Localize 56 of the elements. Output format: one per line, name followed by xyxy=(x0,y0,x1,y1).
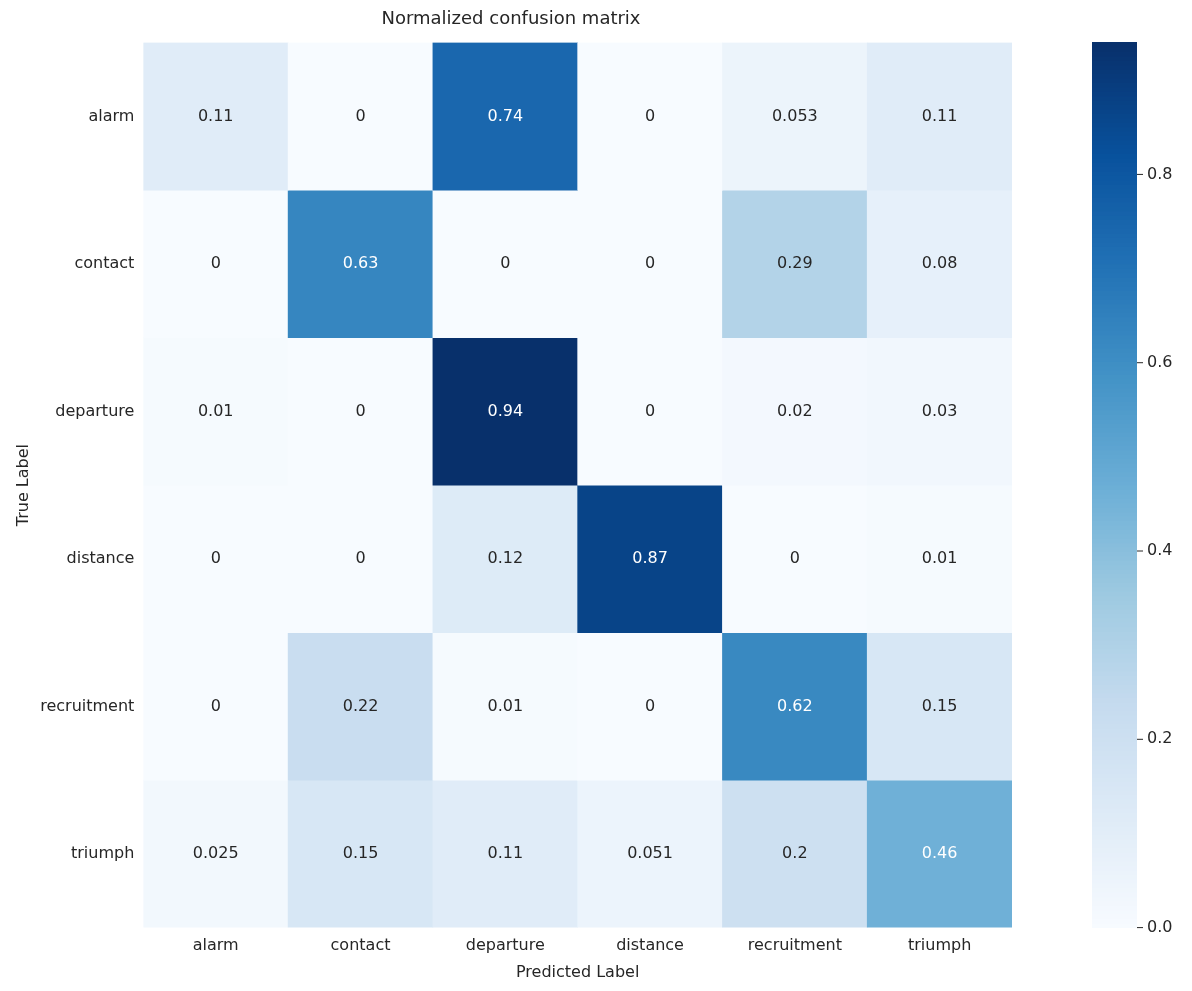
y-tick-label: contact xyxy=(74,253,135,273)
data-label: 0 xyxy=(355,548,366,568)
y-tick-label: recruitment xyxy=(40,695,135,715)
data-label: 0 xyxy=(210,548,221,568)
data-label: 0.94 xyxy=(487,400,524,420)
data-label: 0.025 xyxy=(192,843,239,863)
data-label: 0 xyxy=(210,253,221,273)
data-label: 0.74 xyxy=(487,105,524,125)
y-tick-label: distance xyxy=(66,548,135,568)
data-label: 0 xyxy=(789,548,800,568)
y-tick-label: triumph xyxy=(71,843,135,863)
data-label: 0.2 xyxy=(782,843,808,863)
data-label: 0.02 xyxy=(777,400,813,420)
data-label: 0.15 xyxy=(921,695,958,715)
data-label: 0.01 xyxy=(487,695,524,715)
data-label: 0.63 xyxy=(342,253,379,273)
data-label: 0.01 xyxy=(197,400,234,420)
x-axis-title: Predicted Label xyxy=(515,961,640,981)
x-tick-label: triumph xyxy=(907,935,972,955)
data-label: 0 xyxy=(644,253,656,273)
data-label: 0.08 xyxy=(921,253,958,273)
data-label: 0 xyxy=(355,105,366,125)
color-bar-label: 0.0 xyxy=(1147,916,1173,936)
data-label: 0.87 xyxy=(632,548,668,568)
data-label: 0 xyxy=(355,400,366,420)
data-label: 0.03 xyxy=(921,400,958,420)
x-tick-label: contact xyxy=(330,935,391,955)
data-label: 0.22 xyxy=(342,695,379,715)
data-label: 0 xyxy=(644,105,656,125)
color-bar-label: 0.4 xyxy=(1147,540,1173,560)
chart-title: Normalized confusion matrix xyxy=(381,7,641,29)
data-label: 0.053 xyxy=(771,105,818,125)
data-label: 0.46 xyxy=(921,843,958,863)
data-label: 0.051 xyxy=(627,843,673,863)
y-axis-title: True Label xyxy=(12,443,32,528)
data-label: 0.12 xyxy=(487,548,524,568)
data-label: 0 xyxy=(500,253,511,273)
data-label: 0 xyxy=(644,400,656,420)
x-tick-label: departure xyxy=(465,935,545,955)
x-tick-label: recruitment xyxy=(747,935,842,955)
color-bar-label: 0.6 xyxy=(1147,351,1173,371)
x-tick-label: alarm xyxy=(192,935,239,955)
data-label: 0.29 xyxy=(777,253,813,273)
data-label: 0 xyxy=(210,695,221,715)
data-label: 0 xyxy=(644,695,656,715)
y-tick-label: departure xyxy=(55,400,135,420)
data-label: 0.11 xyxy=(487,843,524,863)
color-bar-label: 0.8 xyxy=(1147,163,1173,183)
x-tick-label: distance xyxy=(616,935,684,955)
data-label: 0.62 xyxy=(777,695,813,715)
data-label: 0.11 xyxy=(921,105,958,125)
data-label: 0.01 xyxy=(921,548,958,568)
data-label: 0.11 xyxy=(197,105,234,125)
color-bar-label: 0.2 xyxy=(1147,728,1173,748)
y-tick-label: alarm xyxy=(88,105,135,125)
data-label: 0.15 xyxy=(342,843,379,863)
